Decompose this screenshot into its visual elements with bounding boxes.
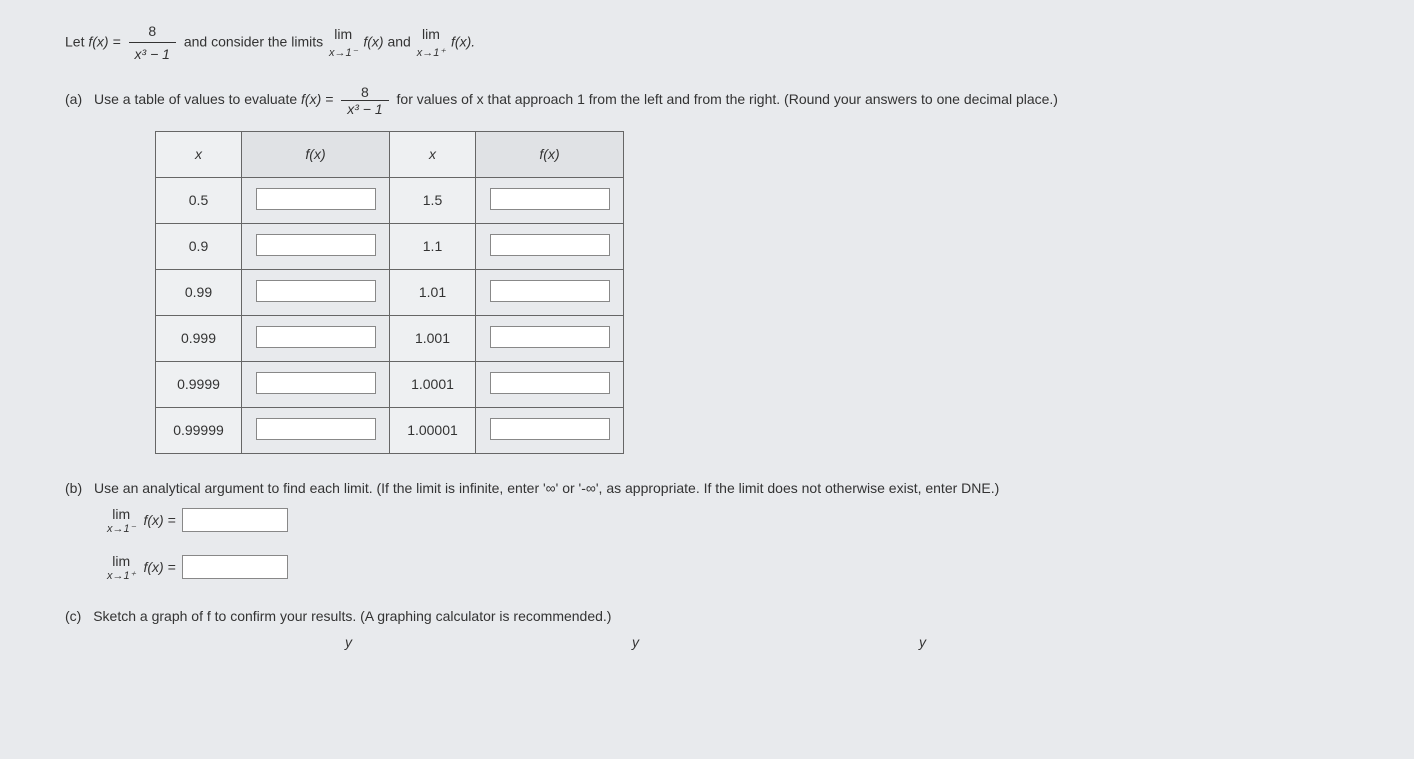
limb2-bot: x→1⁺ [107,569,135,582]
limit-b1: lim x→1⁻ [107,506,135,535]
fx2-cell [476,315,624,361]
part-c: (c) Sketch a graph of f to confirm your … [65,608,1349,624]
fx1-cell [242,407,390,453]
answer-input[interactable] [490,326,610,348]
part-a: (a) Use a table of values to evaluate f(… [65,84,1349,117]
and-text: and [387,34,414,50]
fx1-cell [242,315,390,361]
answer-input[interactable] [256,234,376,256]
x1-cell: 0.5 [156,177,242,223]
fx2-cell [476,361,624,407]
x1-cell: 0.99 [156,269,242,315]
limit-left-input[interactable] [182,508,288,532]
part-a-text2: for values of x that approach 1 from the… [397,91,1058,107]
lim1-bot: x→1⁻ [329,45,357,63]
fx-end: f(x). [451,34,475,50]
y-axis-1: y [345,634,352,650]
limb2-fx: f(x) = [143,559,175,575]
limb1-top: lim [107,506,135,522]
limb1-bot: x→1⁻ [107,522,135,535]
problem-intro: Let f(x) = 8 x³ − 1 and consider the lim… [65,20,1349,66]
fx1-cell [242,223,390,269]
answer-input[interactable] [256,372,376,394]
x2-cell: 1.0001 [390,361,476,407]
x2-cell: 1.01 [390,269,476,315]
answer-input[interactable] [256,418,376,440]
answer-input[interactable] [490,280,610,302]
x1-cell: 0.99999 [156,407,242,453]
let-text: Let [65,34,88,50]
answer-input[interactable] [256,280,376,302]
x1-cell: 0.9999 [156,361,242,407]
fx2-cell [476,223,624,269]
part-a-fx: f(x) = [301,91,337,107]
lim2-bot: x→1⁺ [417,45,445,63]
frac-num: 8 [129,20,176,43]
answer-input[interactable] [490,234,610,256]
limb2-top: lim [107,553,135,569]
part-b-text: Use an analytical argument to find each … [94,480,999,496]
part-c-text: Sketch a graph of f to confirm your resu… [93,608,611,624]
fx1-cell [242,361,390,407]
part-a-label: (a) [65,91,82,107]
x1-cell: 0.9 [156,223,242,269]
table-row: 0.9 1.1 [156,223,624,269]
table-row: 0.999 1.001 [156,315,624,361]
values-table: x f(x) x f(x) 0.5 1.5 0.9 1.1 0.99 1.01 … [155,131,624,454]
table-row: 0.9999 1.0001 [156,361,624,407]
answer-input[interactable] [256,188,376,210]
lim1-top: lim [329,23,357,45]
fx-mid: f(x) [363,34,383,50]
th-x2: x [390,131,476,177]
limit-row-2: lim x→1⁺ f(x) = [105,553,1349,582]
lim2-top: lim [417,23,445,45]
fx1-cell [242,177,390,223]
fx2-cell [476,177,624,223]
limit-right: lim x→1⁺ [417,23,445,63]
part-b-label: (b) [65,480,82,496]
answer-input[interactable] [256,326,376,348]
graph-axes-row: y y y [345,634,1349,650]
y-axis-2: y [632,634,639,650]
limit-b2: lim x→1⁺ [107,553,135,582]
frac-den: x³ − 1 [129,43,176,65]
x2-cell: 1.1 [390,223,476,269]
part-b: (b) Use an analytical argument to find e… [65,480,1349,496]
th-x1: x [156,131,242,177]
limit-right-input[interactable] [182,555,288,579]
part-a-text1: Use a table of values to evaluate [94,91,301,107]
fx2-cell [476,407,624,453]
fx-label: f(x) = [88,34,124,50]
part-c-label: (c) [65,608,81,624]
fx1-cell [242,269,390,315]
th-fx2: f(x) [476,131,624,177]
frac-a-den: x³ − 1 [341,101,388,117]
limb1-fx: f(x) = [143,512,175,528]
table-row: 0.99 1.01 [156,269,624,315]
fx2-cell [476,269,624,315]
x1-cell: 0.999 [156,315,242,361]
answer-input[interactable] [490,188,610,210]
x2-cell: 1.001 [390,315,476,361]
x2-cell: 1.00001 [390,407,476,453]
limit-row-1: lim x→1⁻ f(x) = [105,506,1349,535]
x2-cell: 1.5 [390,177,476,223]
consider-text: and consider the limits [184,34,327,50]
answer-input[interactable] [490,372,610,394]
table-header-row: x f(x) x f(x) [156,131,624,177]
answer-input[interactable] [490,418,610,440]
table-row: 0.5 1.5 [156,177,624,223]
limit-left: lim x→1⁻ [329,23,357,63]
y-axis-3: y [919,634,926,650]
table-row: 0.99999 1.00001 [156,407,624,453]
th-fx1: f(x) [242,131,390,177]
fraction-a: 8 x³ − 1 [341,84,388,117]
fraction-main: 8 x³ − 1 [129,20,176,66]
frac-a-num: 8 [341,84,388,101]
